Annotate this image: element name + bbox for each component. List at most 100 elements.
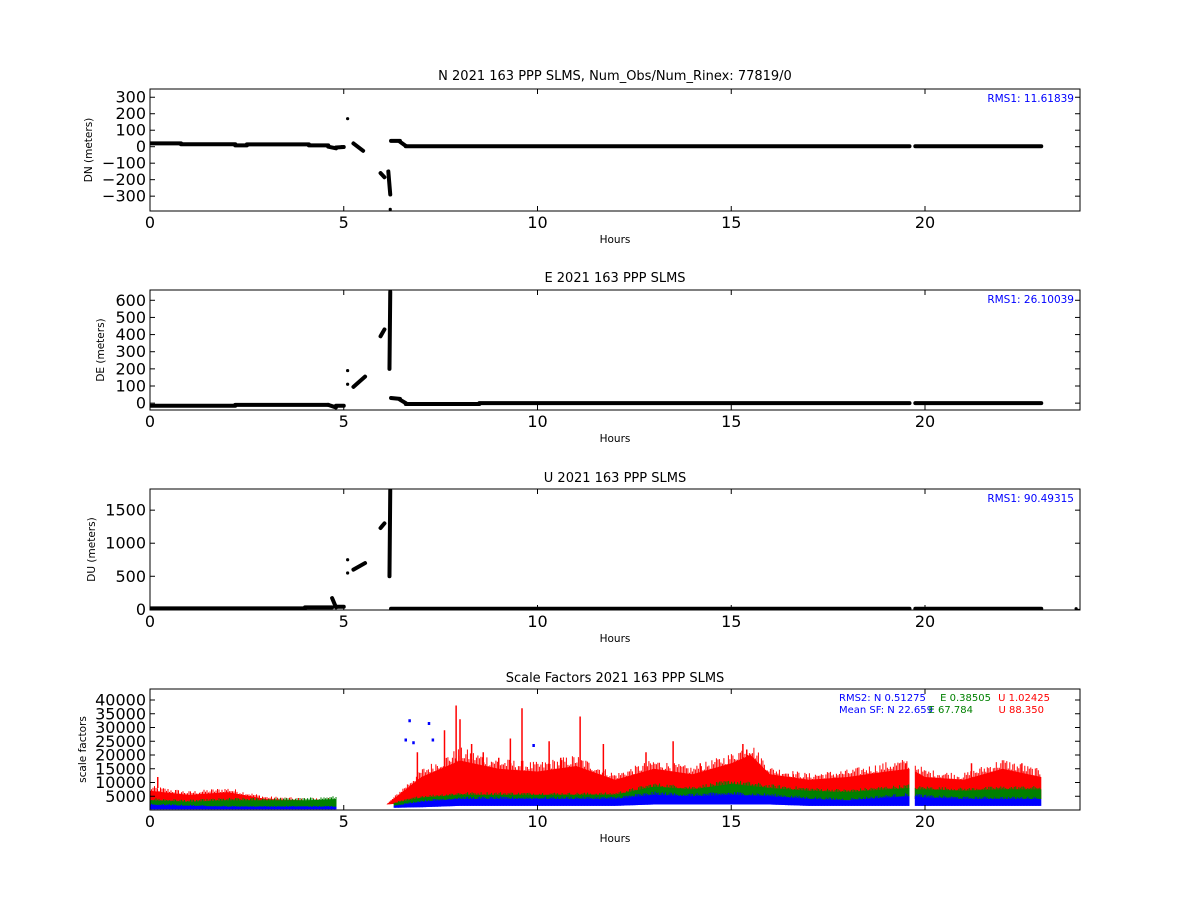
plot-area — [150, 117, 1044, 211]
y-tick-label: 200 — [115, 104, 146, 123]
stats-annotation: RMS2: N 0.51275 — [839, 693, 926, 704]
data-segment — [378, 327, 387, 339]
stats-annotation: E 0.38505 — [940, 693, 991, 704]
y-tick-label: 300 — [115, 342, 146, 361]
x-tick-label: 15 — [721, 412, 741, 431]
x-tick-label: 10 — [527, 812, 547, 831]
axes-frame — [149, 88, 1081, 212]
y-tick-label: 40000 — [95, 691, 146, 710]
chart-title: N 2021 163 PPP SLMS, Num_Obs/Num_Rinex: … — [438, 69, 792, 84]
x-tick-label: 5 — [339, 812, 349, 831]
panel-scale-factors: Scale Factors 2021 163 PPP SLMS 0 5 10 15 20 5… — [77, 671, 1081, 845]
rms-annotation: RMS1: 26.10039 — [987, 294, 1074, 306]
rms-annotation: RMS1: 11.61839 — [987, 93, 1074, 105]
stats-annotation: U 1.02425 — [998, 693, 1050, 704]
x-axis-label: Hours — [600, 234, 631, 246]
x-tick-label: 20 — [915, 213, 935, 232]
data-segment — [386, 169, 393, 197]
x-axis-label: Hours — [600, 633, 631, 645]
panel-north: N 2021 163 PPP SLMS, Num_Obs/Num_Rinex: … — [83, 69, 1081, 246]
y-tick-label: −300 — [102, 187, 146, 206]
y-tick-label: 35000 — [95, 704, 146, 723]
y-tick-label: 300 — [115, 88, 146, 107]
x-tick-label: 20 — [915, 812, 935, 831]
x-tick-label: 15 — [721, 213, 741, 232]
y-tick-label: 30000 — [95, 718, 146, 737]
y-tick-label: 20000 — [95, 746, 146, 765]
data-point — [346, 382, 350, 386]
data-texture — [393, 791, 910, 808]
y-tick-label: 100 — [115, 377, 146, 396]
data-texture — [150, 803, 337, 810]
data-point — [340, 145, 344, 149]
stats-annotation: Mean SF: N 22.659 — [839, 705, 933, 716]
y-axis-label: scale factors — [77, 716, 89, 783]
y-tick-label: 600 — [115, 291, 146, 310]
x-tick-label: 0 — [145, 812, 155, 831]
y-tick-label: 500 — [115, 567, 146, 586]
stats-annotation: U 88.350 — [999, 705, 1045, 716]
data-segment — [378, 521, 387, 531]
data-point — [346, 117, 350, 121]
data-point — [346, 558, 350, 562]
y-tick-label: −200 — [102, 170, 146, 189]
x-tick-label: 20 — [915, 612, 935, 631]
panel-up: U 2021 163 PPP SLMS 0 5 10 15 20 0 500 1000 1500 H… — [86, 471, 1081, 645]
y-tick-label: 10000 — [95, 773, 146, 792]
x-tick-label: 15 — [721, 612, 741, 631]
x-tick-label: 10 — [527, 612, 547, 631]
data-texture — [914, 786, 1041, 799]
x-tick-label: 0 — [145, 412, 155, 431]
x-tick-label: 10 — [527, 412, 547, 431]
y-axis-label: DU (meters) — [86, 517, 98, 581]
plot-area — [150, 489, 1078, 610]
y-tick-label: 0 — [136, 394, 146, 413]
x-tick-label: 10 — [527, 213, 547, 232]
x-tick-label: 5 — [339, 213, 349, 232]
data-texture — [914, 794, 1041, 806]
plot-area — [150, 290, 1044, 410]
x-tick-label: 15 — [721, 812, 741, 831]
data-segment — [351, 141, 366, 153]
x-tick-label: 20 — [915, 412, 935, 431]
y-axis-label: DE (meters) — [95, 318, 107, 381]
y-tick-label: 400 — [115, 325, 146, 344]
x-tick-label: 0 — [145, 213, 155, 232]
axes-frame — [149, 688, 1081, 811]
y-tick-label: 1500 — [105, 501, 146, 520]
y-tick-label: 100 — [115, 121, 146, 140]
data-point — [346, 368, 350, 373]
y-tick-label: 0 — [136, 600, 146, 619]
series-0 — [150, 290, 1044, 410]
plot-area — [150, 705, 1042, 810]
series-2 — [150, 719, 1042, 810]
stats-annotation: E 67.784 — [929, 705, 974, 716]
data-segment — [351, 374, 368, 389]
chart-title: U 2021 163 PPP SLMS — [544, 471, 686, 486]
series-0 — [150, 489, 1078, 610]
y-tick-label: 5000 — [105, 787, 146, 806]
x-tick-label: 5 — [339, 612, 349, 631]
data-segment — [351, 561, 368, 572]
rms-annotation: RMS1: 90.49315 — [987, 493, 1074, 505]
y-tick-label: 0 — [136, 137, 146, 156]
y-axis-label: DN (meters) — [83, 118, 95, 183]
y-tick-label: 1000 — [105, 534, 146, 553]
x-tick-label: 0 — [145, 612, 155, 631]
y-tick-label: 25000 — [95, 732, 146, 751]
x-axis-label: Hours — [600, 833, 631, 845]
chart-title: Scale Factors 2021 163 PPP SLMS — [506, 671, 725, 686]
x-axis-label: Hours — [600, 433, 631, 445]
data-segment — [387, 489, 393, 579]
axes-frame — [149, 488, 1081, 611]
y-tick-label: 15000 — [95, 759, 146, 778]
data-segment — [378, 171, 387, 180]
data-texture — [150, 796, 337, 808]
data-point — [346, 571, 350, 575]
chart-title: E 2021 163 PPP SLMS — [544, 271, 685, 286]
axes-frame — [149, 289, 1081, 411]
y-tick-label: 200 — [115, 359, 146, 378]
x-tick-label: 5 — [339, 412, 349, 431]
